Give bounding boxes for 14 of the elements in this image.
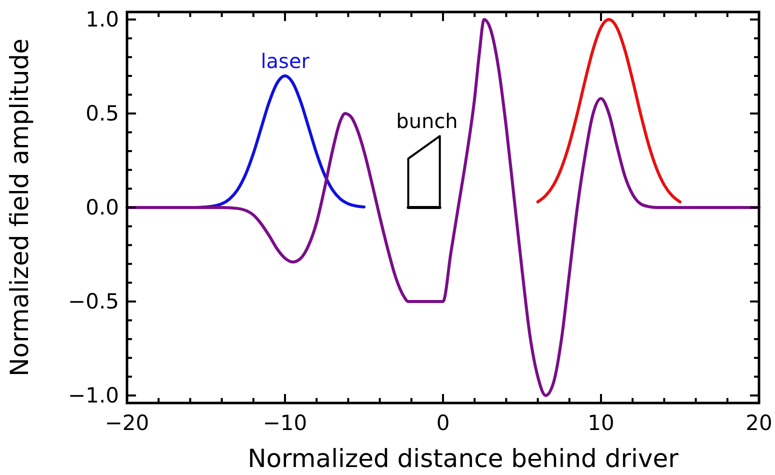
- y-tick-label: 0.5: [86, 102, 119, 126]
- y-tick-label: 1.0: [86, 8, 119, 32]
- x-axis-title: Normalized distance behind driver: [248, 444, 680, 473]
- y-tick-label: −0.5: [68, 289, 119, 314]
- series-label: laser: [260, 48, 310, 73]
- series-label: bunch: [396, 109, 458, 134]
- y-tick-label: −1.0: [68, 383, 119, 408]
- y-axis-title: Normalized field amplitude: [5, 38, 34, 376]
- y-tick-label: 0.0: [86, 196, 119, 220]
- x-tick-label: 10: [588, 411, 614, 435]
- x-tick-label: 0: [436, 411, 450, 435]
- x-tick-label: −10: [262, 411, 308, 435]
- x-tick-label: 20: [746, 411, 772, 435]
- x-tick-label: −20: [104, 411, 150, 435]
